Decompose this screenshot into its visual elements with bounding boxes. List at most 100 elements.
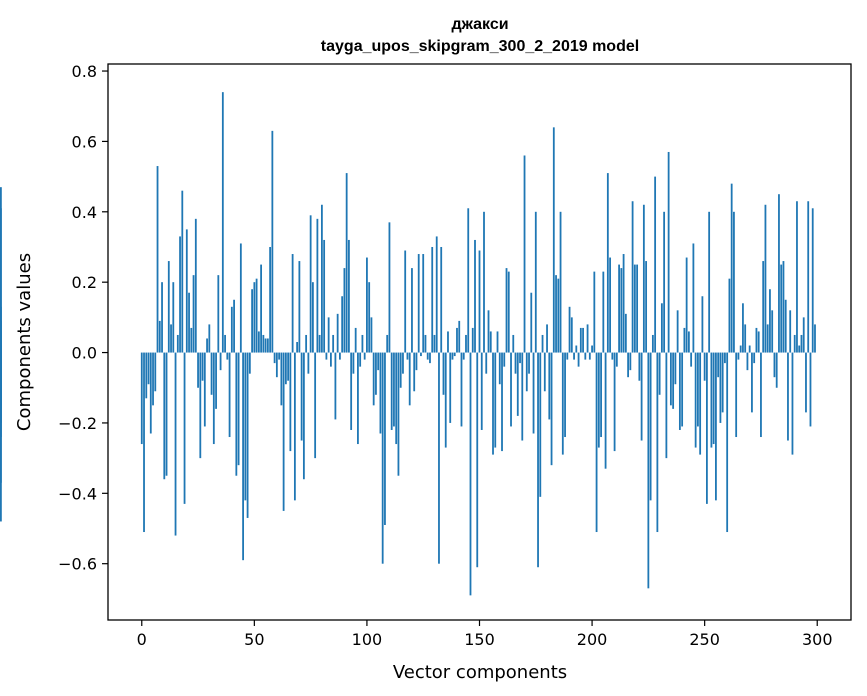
bar (791, 352, 794, 455)
bar (212, 352, 215, 445)
bar (701, 296, 704, 353)
bar (494, 352, 497, 448)
bar (681, 352, 684, 427)
bar (717, 352, 720, 378)
bar (573, 352, 575, 360)
bar (694, 352, 697, 448)
bar (348, 239, 350, 353)
bar (586, 324, 589, 353)
bar (456, 327, 458, 353)
bar (663, 211, 666, 353)
bar (266, 338, 269, 353)
bar (269, 246, 272, 353)
bar (757, 331, 760, 353)
bar (541, 334, 544, 353)
bar (633, 264, 636, 353)
bar (411, 268, 413, 353)
bar (293, 352, 296, 501)
bar (206, 338, 208, 353)
bar (492, 352, 494, 455)
bar (246, 352, 249, 518)
bar (629, 352, 632, 371)
bar (669, 352, 672, 406)
bar (514, 352, 517, 374)
x-tick-label: 100 (352, 630, 383, 649)
bar (422, 254, 425, 353)
bar (577, 352, 580, 367)
bar (782, 261, 785, 353)
bar (318, 334, 321, 353)
bar (615, 352, 618, 367)
bar (165, 352, 168, 476)
bar (291, 254, 294, 353)
bar (228, 352, 231, 438)
bar (161, 282, 163, 353)
bar (638, 352, 641, 381)
bar (807, 201, 810, 353)
bar (609, 257, 611, 353)
bar (255, 278, 258, 353)
bar (692, 243, 695, 353)
bar (595, 352, 598, 533)
bar (388, 222, 391, 353)
bar (363, 352, 366, 360)
bar (307, 352, 310, 374)
bar (345, 173, 348, 353)
bar (311, 282, 314, 353)
bar (665, 352, 668, 459)
bar (627, 352, 629, 378)
bar (724, 352, 726, 364)
bar (143, 352, 145, 533)
bar (552, 127, 555, 353)
bar (210, 352, 213, 395)
bar (194, 218, 197, 353)
bar (215, 352, 217, 409)
bar (769, 289, 771, 353)
bar (654, 176, 657, 353)
bar (359, 352, 362, 367)
bar (546, 324, 548, 353)
bar (201, 352, 204, 381)
x-tick-label: 0 (137, 630, 147, 649)
bar (316, 218, 319, 353)
bar (167, 261, 170, 353)
bar (339, 352, 341, 360)
bar (253, 282, 256, 353)
bar (613, 352, 616, 452)
bar (519, 352, 521, 364)
bar (550, 352, 553, 466)
bar (384, 352, 386, 525)
bar (323, 239, 326, 353)
bar (296, 342, 299, 353)
bar (597, 352, 600, 448)
bar (805, 352, 807, 413)
bar (282, 352, 285, 511)
bar (748, 345, 751, 353)
bar (219, 352, 222, 371)
bar (631, 201, 634, 353)
bar (487, 310, 490, 353)
x-axis-label: Vector components (393, 662, 567, 683)
bar (568, 306, 571, 353)
bar (320, 204, 323, 353)
bar (699, 352, 702, 455)
bar (386, 334, 389, 353)
bar (600, 352, 602, 438)
bar (251, 289, 253, 353)
bar (239, 243, 242, 353)
bar (221, 92, 224, 353)
bar (260, 264, 262, 353)
bar (453, 352, 456, 357)
bar (690, 352, 693, 367)
bar (647, 352, 650, 589)
bar (548, 352, 551, 420)
bar (604, 352, 607, 469)
bar (735, 352, 738, 438)
bar (728, 278, 731, 353)
x-tick-label: 200 (577, 630, 608, 649)
bar (530, 292, 533, 353)
y-axis-ticks: −0.6 −0.4 −0.2 0.0 0.2 0.4 0.6 0.8 (58, 62, 108, 574)
bar (147, 352, 150, 385)
bar (224, 334, 226, 353)
bar (413, 352, 416, 392)
